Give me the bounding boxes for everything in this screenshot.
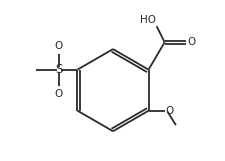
Text: O: O — [55, 89, 63, 99]
Text: O: O — [164, 106, 173, 116]
Text: HO: HO — [139, 15, 155, 25]
Text: O: O — [55, 41, 63, 51]
Text: O: O — [187, 37, 195, 47]
Text: S: S — [55, 63, 62, 76]
